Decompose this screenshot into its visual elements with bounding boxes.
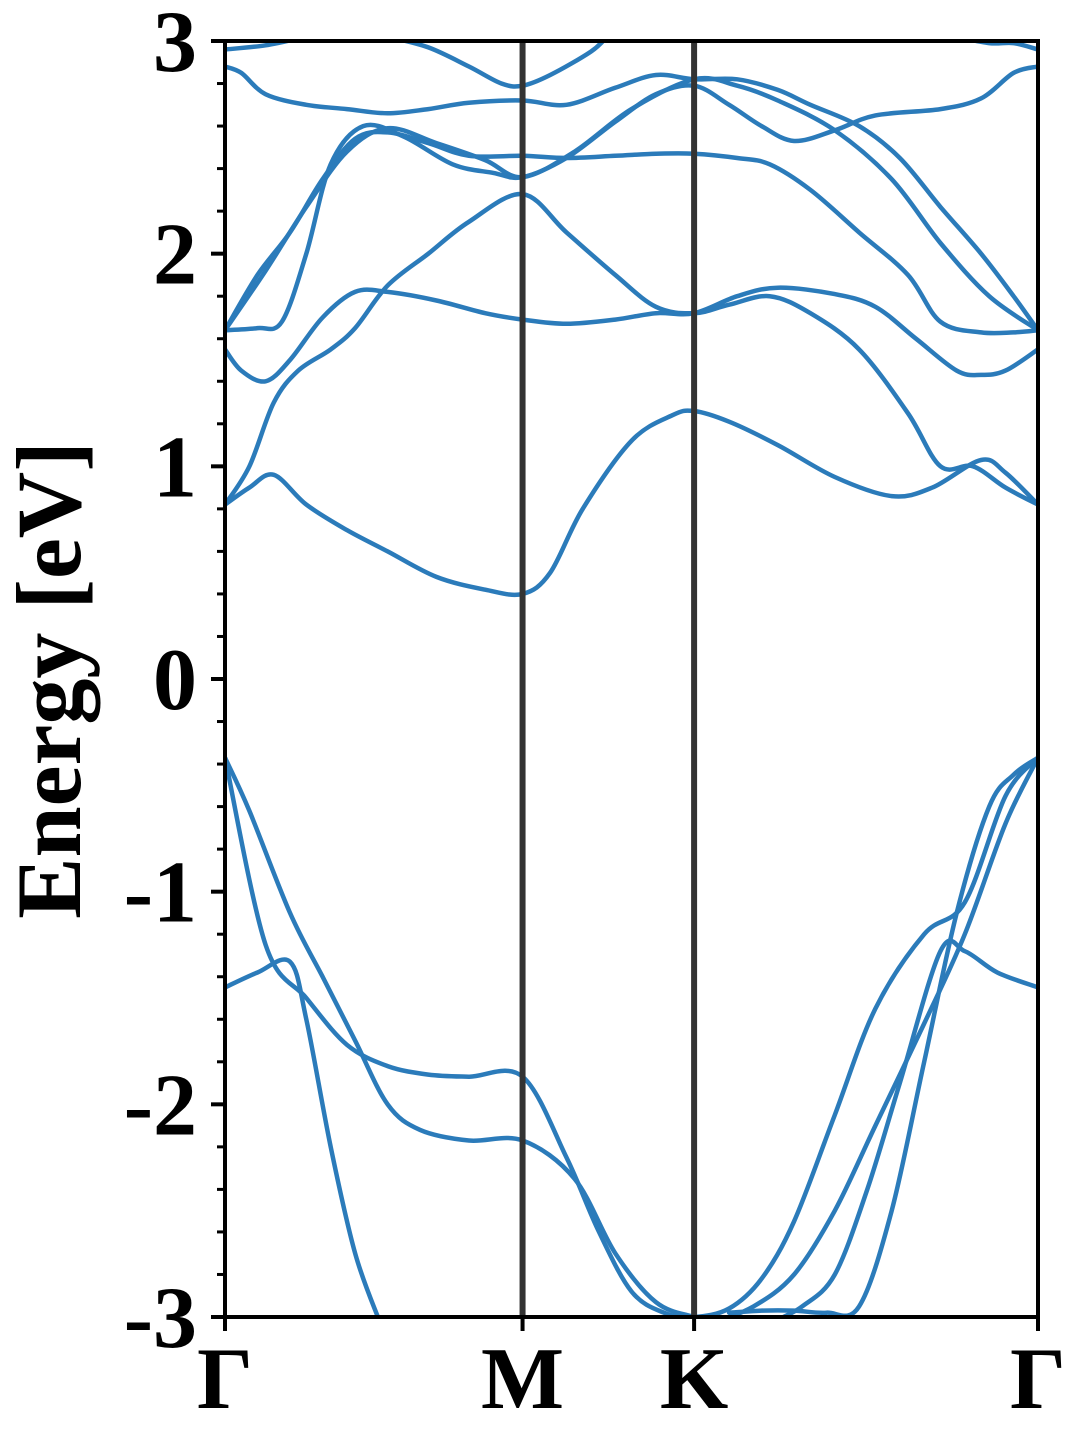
band-lines	[225, 41, 1038, 1317]
band-15	[965, 41, 1038, 52]
plot-frame	[223, 39, 1040, 1319]
x-tick-label-3: Γ	[1010, 1331, 1066, 1428]
band-4	[777, 938, 1038, 1317]
high-symmetry-dividers	[519, 41, 698, 1317]
y-tick-label: -2	[124, 1057, 197, 1154]
band-12	[225, 64, 1038, 333]
band-1	[225, 755, 1038, 1317]
band-2	[225, 755, 1038, 1317]
band-8	[225, 285, 1038, 384]
band-13	[225, 41, 298, 52]
y-tick-label: -1	[124, 845, 197, 942]
y-tick-label: -3	[124, 1270, 197, 1367]
x-tick-label-2: K	[660, 1331, 728, 1428]
band-10	[225, 129, 1038, 336]
y-tick-label: 0	[153, 632, 197, 729]
x-tick-label-0: Γ	[197, 1331, 253, 1428]
band-14	[396, 41, 607, 89]
y-tick-label: 3	[153, 0, 197, 91]
band-3	[225, 957, 381, 1317]
y-axis-ticks: 3 2 1 0 -1 -2 -3	[124, 0, 225, 1367]
band-5	[726, 755, 1038, 1317]
band-11	[225, 75, 1038, 333]
y-tick-label: 1	[153, 419, 197, 516]
band-6	[225, 408, 1038, 598]
x-tick-label-1: M	[481, 1331, 564, 1428]
y-tick-label: 2	[153, 207, 197, 304]
y-axis-label: Energy [eV]	[0, 441, 100, 919]
band-7	[225, 191, 1038, 507]
